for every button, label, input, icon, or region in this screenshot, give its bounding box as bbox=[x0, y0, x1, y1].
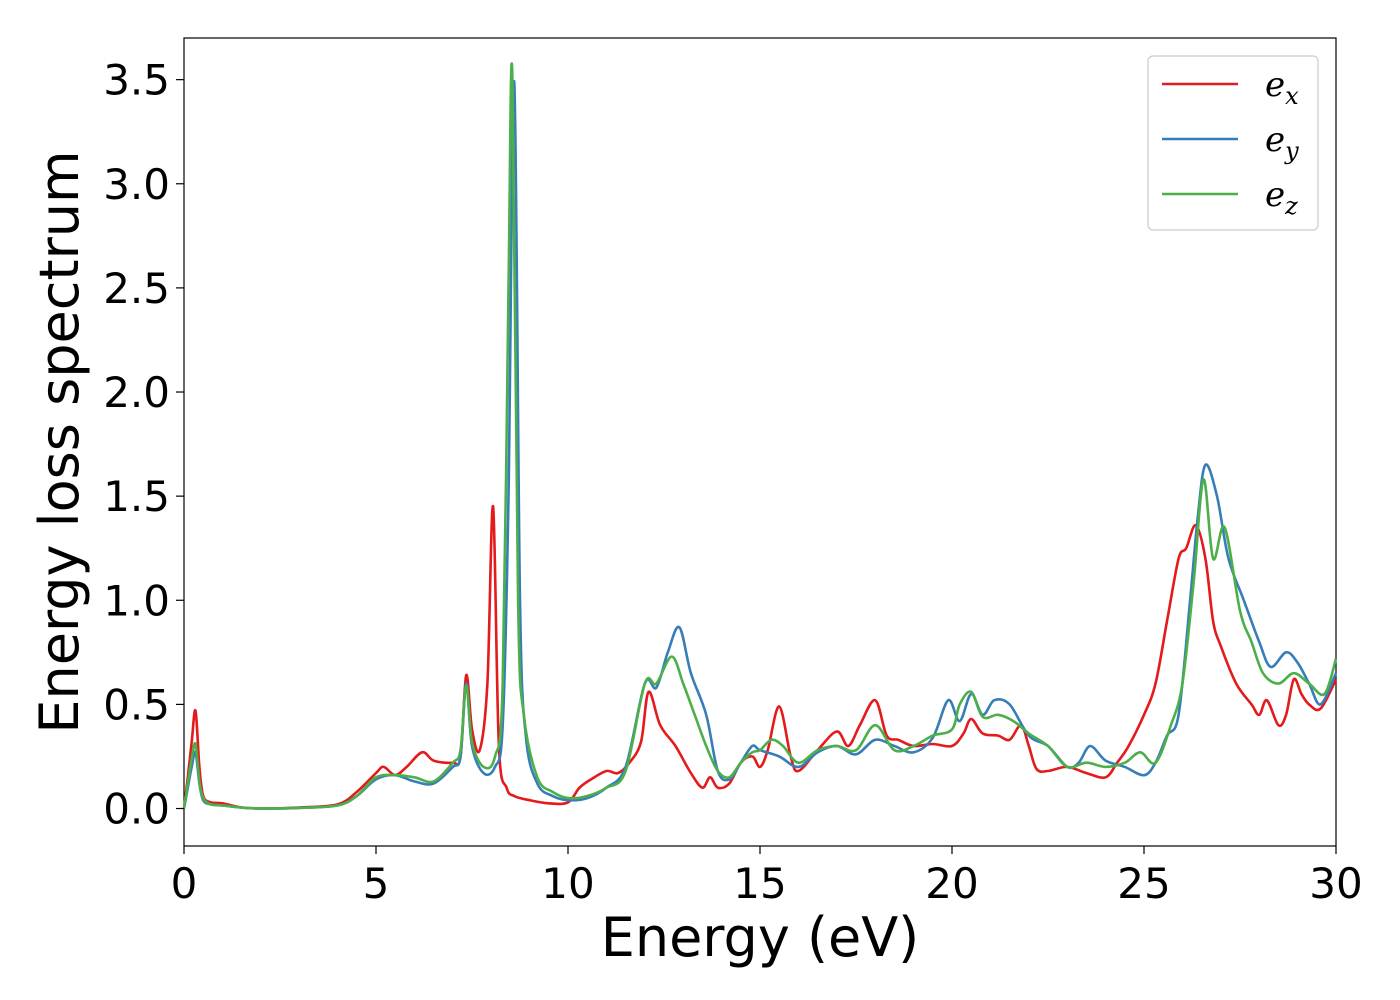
y-tick-label: 0.0 bbox=[103, 785, 170, 834]
legend-label-e-z: ez bbox=[1265, 175, 1298, 220]
series-group bbox=[182, 62, 1338, 810]
x-tick-label: 30 bbox=[1309, 859, 1362, 908]
y-tick-label: 2.5 bbox=[103, 264, 170, 313]
y-tick-label: 1.0 bbox=[103, 576, 170, 625]
y-axis-ticks: 0.0 0.5 1.0 1.5 2.0 2.5 3.0 3.5 bbox=[103, 56, 184, 834]
y-tick-label: 2.0 bbox=[103, 368, 170, 417]
plot-frame bbox=[183, 37, 1337, 847]
y-tick-label: 1.5 bbox=[103, 472, 170, 521]
x-axis-ticks: 0 5 10 15 20 25 30 bbox=[171, 846, 1363, 908]
x-tick-label: 15 bbox=[733, 859, 786, 908]
y-axis-label: Energy loss spectrum bbox=[28, 150, 91, 733]
series-line-e-z bbox=[182, 62, 1338, 810]
series-line-e-x bbox=[182, 505, 1338, 810]
x-tick-label: 20 bbox=[925, 859, 978, 908]
x-tick-label: 0 bbox=[171, 859, 198, 908]
y-tick-label: 3.0 bbox=[103, 160, 170, 209]
y-tick-label: 0.5 bbox=[103, 680, 170, 729]
legend-box bbox=[1147, 55, 1319, 231]
x-axis-label: Energy (eV) bbox=[601, 906, 920, 969]
legend[interactable]: ex ey ez bbox=[1147, 55, 1319, 231]
legend-label-e-y: ey bbox=[1265, 120, 1299, 165]
x-tick-label: 10 bbox=[541, 859, 594, 908]
legend-label-e-x: ex bbox=[1265, 65, 1299, 110]
x-tick-label: 5 bbox=[363, 859, 390, 908]
y-tick-label: 3.5 bbox=[103, 56, 170, 105]
x-tick-label: 25 bbox=[1117, 859, 1170, 908]
